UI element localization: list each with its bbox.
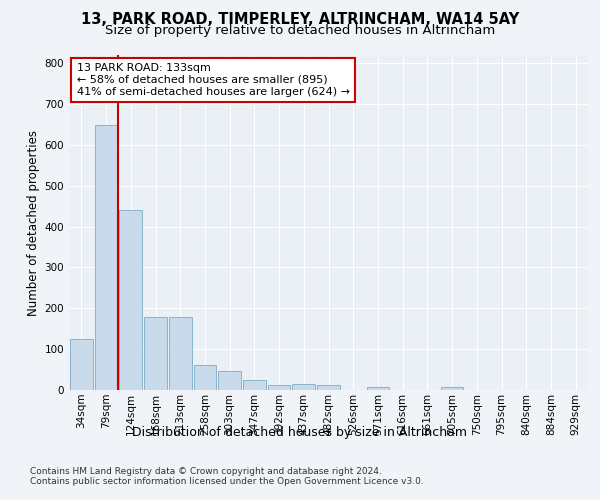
Bar: [317, 385, 340, 390]
Bar: [70, 339, 93, 390]
Bar: [243, 380, 266, 390]
Text: Size of property relative to detached houses in Altrincham: Size of property relative to detached ho…: [105, 24, 495, 37]
Bar: [119, 210, 142, 390]
Bar: [169, 318, 191, 390]
Bar: [292, 384, 315, 390]
Bar: [194, 364, 216, 390]
Bar: [268, 385, 290, 390]
Text: 13 PARK ROAD: 133sqm
← 58% of detached houses are smaller (895)
41% of semi-deta: 13 PARK ROAD: 133sqm ← 58% of detached h…: [77, 64, 350, 96]
Bar: [367, 386, 389, 390]
Y-axis label: Number of detached properties: Number of detached properties: [28, 130, 40, 316]
Bar: [95, 126, 118, 390]
Text: 13, PARK ROAD, TIMPERLEY, ALTRINCHAM, WA14 5AY: 13, PARK ROAD, TIMPERLEY, ALTRINCHAM, WA…: [81, 12, 519, 28]
Bar: [218, 371, 241, 390]
Bar: [441, 386, 463, 390]
Text: Contains public sector information licensed under the Open Government Licence v3: Contains public sector information licen…: [30, 478, 424, 486]
Text: Contains HM Land Registry data © Crown copyright and database right 2024.: Contains HM Land Registry data © Crown c…: [30, 468, 382, 476]
Bar: [144, 318, 167, 390]
Text: Distribution of detached houses by size in Altrincham: Distribution of detached houses by size …: [133, 426, 467, 439]
